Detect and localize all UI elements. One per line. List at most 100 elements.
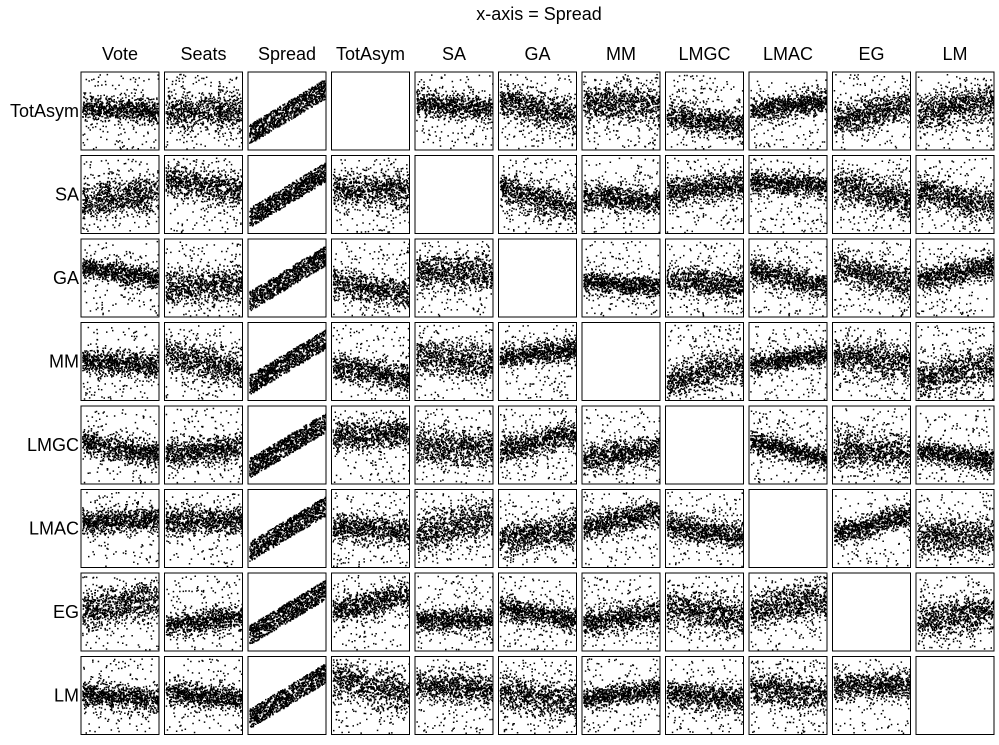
panel-lmac-vs-lmac [748,489,828,568]
scatter-points [82,409,160,484]
panel-mm-vs-spread [247,322,327,401]
scatter-points [583,491,661,568]
panel-frame [581,322,661,401]
scatter-points [499,74,577,150]
scatter-points [917,325,995,401]
scatter-points [249,162,327,227]
scatter-points [165,157,243,233]
panel-ga-vs-ga [498,238,577,318]
scatter-points [165,241,243,317]
scatter-points [666,491,744,568]
scatter-points [833,658,911,734]
scatter-points [499,157,577,233]
scatter-points [833,326,911,401]
row-label-lmgc: LMGC [27,435,79,455]
panel-lmgc-vs-lmac [748,405,828,485]
panel-ga-vs-lm [915,238,995,318]
panel-frame [832,572,911,652]
panel-lmac-vs-totasym [331,489,410,568]
scatter-points [165,407,243,484]
panel-sa-vs-eg [832,155,911,234]
figure-title: x-axis = Spread [476,4,602,24]
scatter-points [82,240,160,316]
panel-lmac-vs-lm [915,489,995,568]
panel-eg-vs-lmgc [665,572,744,652]
panel-lm-vs-sa [414,656,494,735]
scatter-points [165,492,243,568]
scatter-points [82,491,160,567]
column-label-eg: EG [858,44,884,64]
panel-sa-vs-totasym [331,155,410,234]
panel-ga-vs-vote [80,238,160,318]
scatter-points [499,324,577,400]
panel-mm-vs-eg [832,322,911,401]
scatter-points [666,241,744,317]
scatter-points [249,496,327,562]
panel-sa-vs-vote [80,155,160,234]
scatter-points [499,492,577,567]
panel-lm-vs-vote [80,656,160,735]
panel-totasym-vs-totasym [331,71,410,151]
panel-ga-vs-lmac [748,238,828,318]
scatter-points [499,576,577,651]
panel-eg-vs-lm [915,572,995,652]
scatter-points [666,157,744,234]
panel-lm-vs-eg [832,656,911,735]
row-label-sa: SA [55,185,79,205]
scatter-points [249,246,327,312]
column-label-vote: Vote [102,44,138,64]
scatter-points [332,241,410,317]
scatter-points [917,74,995,150]
scatter-points [165,575,243,651]
scatter-points [416,74,494,150]
panel-mm-vs-seats [164,322,243,401]
panel-sa-vs-spread [247,155,327,234]
scatter-points [332,575,410,651]
panel-totasym-vs-seats [164,71,243,151]
panel-ga-vs-lmgc [665,238,744,318]
row-label-totasym: TotAsym [10,101,79,121]
panel-lm-vs-ga [498,656,577,735]
column-label-totasym: TotAsym [336,44,405,64]
panel-ga-vs-seats [164,238,243,318]
panel-lmac-vs-vote [80,489,160,568]
panel-sa-vs-sa [414,155,494,234]
panel-sa-vs-lmgc [665,155,744,234]
panel-eg-vs-mm [581,572,661,652]
scatter-points [750,408,828,484]
row-label-eg: EG [53,602,79,622]
column-label-spread: Spread [258,44,316,64]
panel-mm-vs-vote [80,322,160,401]
panel-sa-vs-seats [164,155,243,234]
panel-totasym-vs-ga [498,71,577,151]
scatter-points [750,241,828,317]
scatter-points [833,240,911,317]
panel-lmgc-vs-lm [915,405,995,485]
row-label-lmac: LMAC [29,519,79,539]
scatter-points [583,575,661,651]
column-label-sa: SA [442,44,466,64]
scatter-points [332,658,410,734]
panel-lmgc-vs-sa [414,405,494,485]
panel-frame [498,238,577,318]
column-label-lmgc: LMGC [678,44,730,64]
panel-lmac-vs-seats [164,489,243,568]
scatter-points [583,241,661,317]
panel-frame [915,656,995,735]
scatter-points [583,73,661,150]
scatter-points [583,408,661,484]
panel-mm-vs-lm [915,322,995,401]
panel-lmgc-vs-eg [832,405,911,485]
panel-lmgc-vs-totasym [331,405,410,485]
panel-sa-vs-ga [498,155,577,234]
panel-lm-vs-mm [581,656,661,735]
scatter-points [833,408,911,484]
scatter-points [833,158,911,232]
row-label-mm: MM [49,352,79,372]
scatter-points [82,158,160,232]
panel-lmgc-vs-lmgc [665,405,744,485]
row-label-lm: LM [54,686,79,706]
panel-lmgc-vs-seats [164,405,243,485]
panel-lmac-vs-mm [581,489,661,568]
